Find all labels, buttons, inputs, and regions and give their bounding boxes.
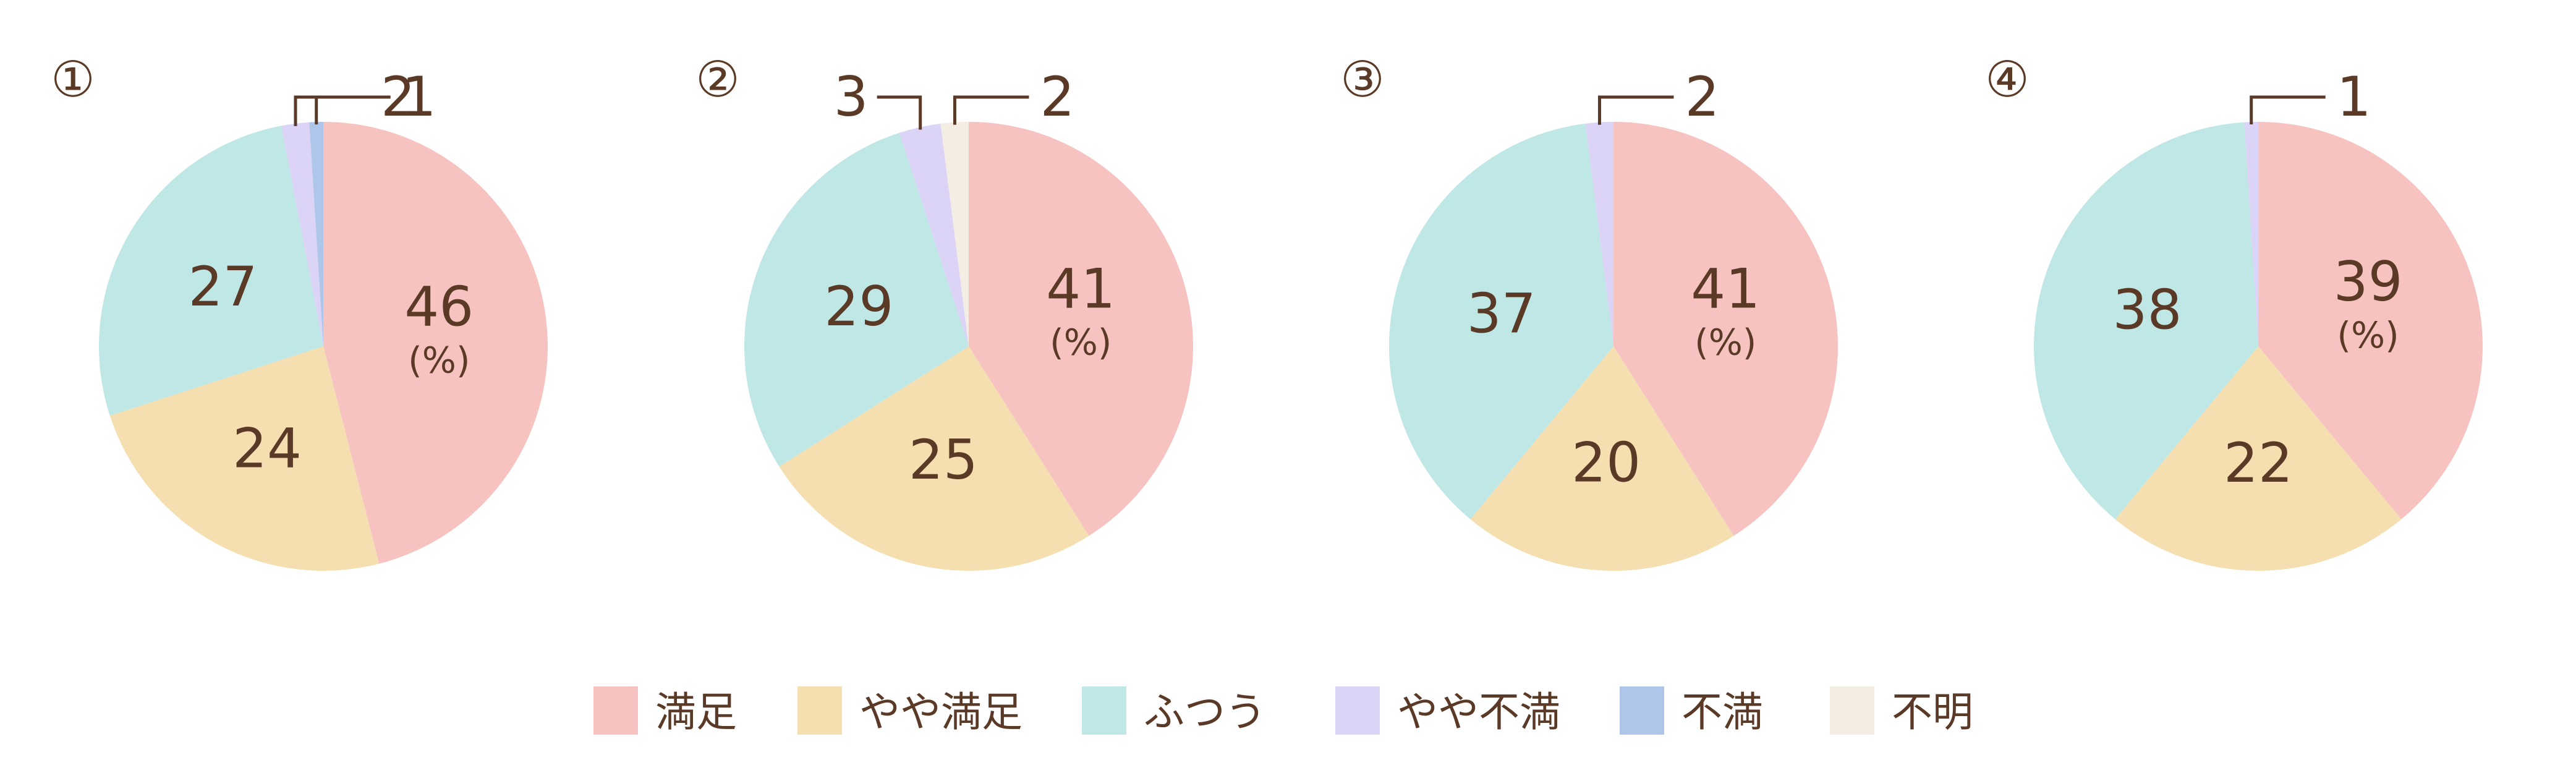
pie-slice-ふつう	[744, 132, 969, 467]
pie-slice-満足	[969, 122, 1193, 536]
slice-value-label: 46	[404, 275, 474, 338]
slice-value-label: 41	[1046, 257, 1115, 320]
legend-swatch	[1830, 686, 1874, 735]
legend-label: ふつう	[1144, 688, 1266, 736]
chart-number-label: ③	[1340, 51, 1385, 108]
legend-label: 不満	[1681, 688, 1763, 736]
pie-slice-やや不満	[2244, 122, 2258, 346]
slice-value-label: 39	[2334, 250, 2403, 314]
slice-callout-label: 2	[1685, 65, 1719, 129]
slice-callout-label: 3	[834, 65, 869, 129]
pie-slice-やや不満	[281, 122, 323, 346]
legend-item: ふつう	[1082, 686, 1266, 736]
callout-leader-line	[2250, 95, 2326, 125]
slice-value-label: 22	[2224, 431, 2293, 495]
legend-swatch	[593, 686, 638, 735]
pie-chart-4: ④ 39(%) 22 38 1	[1985, 51, 2483, 571]
pie-slice-ふつう	[98, 126, 323, 416]
pie-slice-満足	[323, 122, 548, 564]
chart-number-label: ②	[695, 51, 740, 108]
slice-value-label: 37	[1467, 281, 1536, 345]
legend-item: 不満	[1620, 686, 1763, 736]
slice-value-label: 29	[824, 275, 893, 338]
pie-slice-やや満足	[1470, 346, 1734, 571]
legend-label: 満足	[655, 688, 737, 736]
legend-item: やや不満	[1335, 686, 1560, 736]
pie-slice-やや不満	[1585, 122, 1613, 346]
callout-leader-line	[1597, 95, 1674, 125]
callout-leader-line	[877, 95, 922, 130]
unit-label: (%)	[2337, 314, 2399, 356]
pie-slice-ふつう	[1389, 123, 1613, 519]
pie-slice-不満	[309, 122, 323, 346]
legend-swatch	[1082, 686, 1126, 735]
legend-label: やや不満	[1397, 688, 1560, 736]
slice-value-label: 24	[232, 416, 302, 480]
callout-leader-line	[953, 95, 1029, 125]
legend-label: 不明	[1892, 688, 1973, 736]
pie-slice-満足	[2258, 122, 2483, 519]
pie-chart-2: ② 41(%) 25 29 3 2	[695, 51, 1193, 571]
pie-chart-3: ③ 41(%) 20 37 2	[1340, 51, 1838, 571]
pie-slice-やや満足	[779, 346, 1089, 571]
slice-callout-label: 1	[402, 65, 436, 129]
callout-leader-line	[315, 95, 391, 125]
slice-value-label: 41	[1691, 257, 1760, 320]
pie-slice-ふつう	[2033, 122, 2258, 519]
unit-label: (%)	[1694, 321, 1756, 363]
legend-swatch	[797, 686, 842, 735]
pie-slice-満足	[1613, 122, 1838, 536]
unit-label: (%)	[1050, 321, 1112, 363]
pie-slice-やや満足	[2115, 346, 2402, 571]
legend-item: 満足	[593, 686, 737, 736]
slice-callout-label: 2	[1040, 65, 1074, 129]
legend-item: やや満足	[797, 686, 1022, 736]
legend-item: 不明	[1830, 686, 1973, 736]
pie-slice-不明	[940, 122, 969, 346]
legend-swatch	[1620, 686, 1664, 735]
slice-value-label: 38	[2112, 278, 2182, 342]
slice-value-label: 25	[909, 428, 978, 492]
slice-value-label: 20	[1571, 430, 1641, 494]
callout-leader-line	[294, 95, 370, 126]
slice-callout-label: 1	[2337, 65, 2371, 129]
legend: 満足 やや満足 ふつう やや不満 不満 不明	[593, 686, 1973, 736]
unit-label: (%)	[408, 339, 470, 381]
pie-slice-やや不満	[899, 123, 969, 346]
legend-swatch	[1335, 686, 1380, 735]
legend-label: やや満足	[859, 688, 1022, 736]
slice-value-label: 27	[189, 255, 258, 318]
chart-number-label: ①	[51, 51, 95, 108]
pie-slice-やや満足	[109, 346, 380, 571]
chart-number-label: ④	[1985, 51, 2030, 108]
